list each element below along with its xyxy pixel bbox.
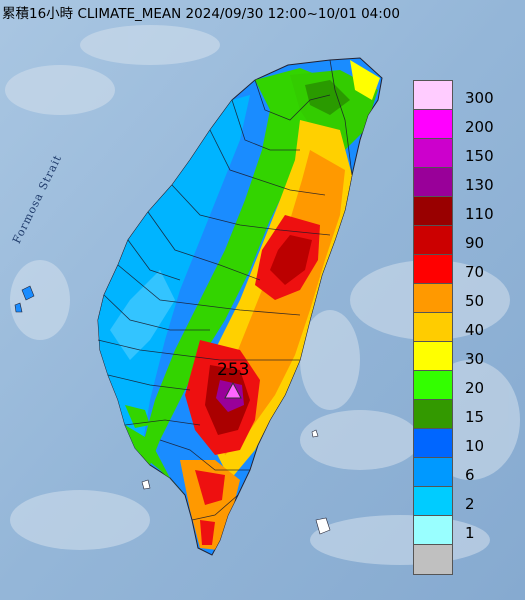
legend-swatch <box>414 226 452 255</box>
legend-label: 20 <box>465 379 485 397</box>
legend-swatch <box>414 487 452 516</box>
max-value-label: 253 <box>217 360 250 380</box>
legend-label: 50 <box>465 292 485 310</box>
legend-label: 300 <box>465 89 494 107</box>
legend-swatch <box>414 284 452 313</box>
legend-swatch <box>414 255 452 284</box>
legend-label: 1 <box>465 524 475 542</box>
legend-swatch <box>414 400 452 429</box>
offshore-islands <box>141 429 331 535</box>
legend-label: 2 <box>465 495 475 513</box>
cloud-texture <box>5 25 520 565</box>
rainfall-field <box>98 60 380 550</box>
map-title: 累積16小時 CLIMATE_MEAN 2024/09/30 12:00~10/… <box>2 6 400 22</box>
legend-swatch <box>414 458 452 487</box>
legend-swatch <box>414 429 452 458</box>
legend-label: 6 <box>465 466 475 484</box>
legend-swatch <box>414 313 452 342</box>
legend-swatch <box>414 371 452 400</box>
legend-swatch <box>414 516 452 545</box>
legend-label: 40 <box>465 321 485 339</box>
legend-label: 90 <box>465 234 485 252</box>
legend-label: 150 <box>465 147 494 165</box>
legend-swatch <box>414 81 452 110</box>
legend-swatch <box>414 110 452 139</box>
county-boundaries <box>97 59 353 521</box>
legend-label: 70 <box>465 263 485 281</box>
legend-label: 110 <box>465 205 494 223</box>
color-legend <box>413 80 453 575</box>
legend-swatch <box>414 197 452 226</box>
max-marker-icon <box>224 381 242 399</box>
legend-swatch <box>414 342 452 371</box>
legend-label: 200 <box>465 118 494 136</box>
legend-swatch <box>414 168 452 197</box>
legend-swatch <box>414 545 452 574</box>
legend-label: 15 <box>465 408 485 426</box>
penghu-islands <box>14 285 35 313</box>
legend-label: 30 <box>465 350 485 368</box>
legend-label: 10 <box>465 437 485 455</box>
legend-swatch <box>414 139 452 168</box>
legend-label: 130 <box>465 176 494 194</box>
